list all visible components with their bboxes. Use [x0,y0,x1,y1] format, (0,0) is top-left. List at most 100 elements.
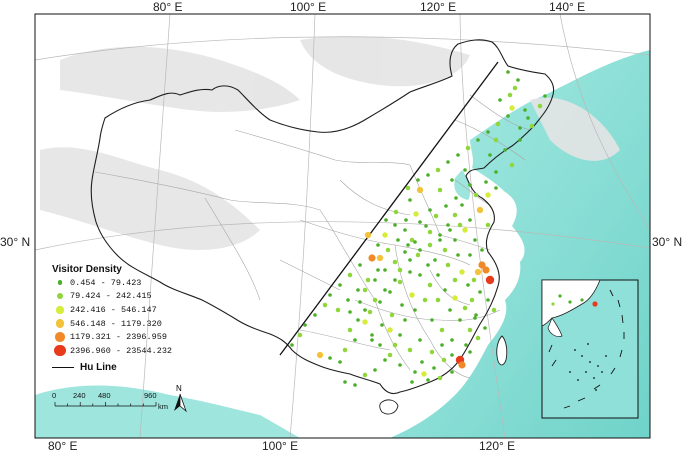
density-point [529,123,535,129]
scale-bar-graphic [54,402,157,407]
density-point [387,352,393,358]
density-point [313,313,317,317]
density-point [462,227,468,233]
density-point [450,353,454,357]
density-point [335,307,341,313]
legend-item: 242.416 - 546.147 [52,303,212,317]
scale-tick-960: 960 [144,391,157,400]
density-point [459,269,465,275]
density-point [465,145,471,151]
density-point [347,327,353,333]
legend-range-label: 242.416 - 546.147 [70,304,157,315]
density-point [452,277,458,283]
density-point [442,247,448,253]
legend-range-label: 546.148 - 1179.320 [70,318,162,329]
density-point [436,273,440,277]
taiwan-island [496,335,508,366]
density-point [471,277,477,283]
density-point [462,305,468,311]
legend-item: 1179.321 - 2396.959 [52,330,212,344]
legend-swatch [56,306,64,314]
density-point [437,375,443,381]
density-point [446,160,450,164]
density-point [439,327,445,333]
density-point [523,108,527,112]
density-point [453,238,457,242]
density-point [409,237,415,243]
density-point [356,318,360,322]
density-point [403,318,407,322]
density-point [430,318,434,322]
density-point [446,223,450,227]
density-point [338,360,342,364]
density-point [507,92,513,98]
lon-label-bottom-120: 120° E [479,439,516,453]
density-point [429,349,435,355]
density-point [486,298,490,302]
density-point [537,103,543,109]
lon-label-top-120: 120° E [420,0,457,14]
density-point [468,218,472,222]
density-point [448,308,452,312]
density-point [368,254,376,262]
density-point [397,279,403,285]
density-point [358,263,362,267]
density-point [427,242,433,248]
density-point [478,290,482,294]
density-point [347,272,353,278]
density-point [396,238,400,242]
density-point [483,326,487,330]
density-point [498,98,502,102]
legend-swatch [57,280,63,286]
density-point [473,192,479,198]
density-point [473,238,477,242]
density-point [393,278,397,282]
density-point [408,270,412,274]
density-point [346,298,350,302]
legend-range-label: 0.454 - 79.423 [70,277,142,288]
density-point [438,238,442,242]
density-point [426,378,430,382]
lon-label-top-140: 140° E [549,0,586,14]
density-point [297,332,303,338]
density-point [353,338,357,342]
density-point [387,327,393,333]
density-point [450,370,454,374]
density-point [322,302,328,308]
density-point [427,282,433,288]
density-point [421,371,427,377]
density-point [435,297,441,303]
density-point [488,153,492,157]
density-point [404,218,408,222]
density-point [518,138,522,142]
density-point [450,338,454,342]
density-point [376,254,384,262]
hu-line [279,61,499,356]
density-point [441,357,447,363]
south-china-sea-inset [541,279,639,419]
visitor-density-points [290,70,547,387]
density-point [363,308,367,312]
legend-item: 2396.960 - 23544.232 [52,344,212,358]
density-point [468,253,472,257]
density-point [400,303,404,307]
density-point [380,323,384,327]
density-point [426,173,430,177]
density-point [473,316,477,320]
density-point [512,85,518,91]
density-point [413,308,417,312]
density-point [376,243,380,247]
density-point [409,292,415,298]
hu-line-label: Hu Line [80,361,117,373]
country-outline [90,39,555,395]
density-point [376,268,380,272]
density-point [526,116,530,120]
north-arrow-label: N [176,384,182,393]
density-point [384,218,388,222]
density-point [392,342,398,348]
density-point [428,208,432,212]
density-point [424,224,428,228]
legend-item: 79.424 - 242.415 [52,290,212,304]
density-point [474,313,478,317]
